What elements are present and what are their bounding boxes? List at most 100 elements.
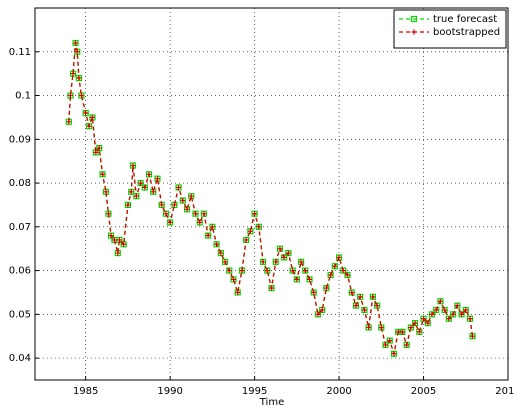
plus-marker <box>273 259 279 265</box>
plus-marker <box>366 324 372 330</box>
plus-marker <box>459 311 465 317</box>
plus-marker <box>146 171 152 177</box>
plus-marker <box>374 303 380 309</box>
plus-marker <box>93 149 99 155</box>
plus-marker <box>404 342 410 348</box>
plus-marker <box>332 263 338 269</box>
plus-marker <box>421 316 427 322</box>
legend-label: true forecast <box>433 14 497 25</box>
plus-marker <box>74 49 80 55</box>
plus-marker <box>345 272 351 278</box>
plus-marker <box>378 324 384 330</box>
plus-marker <box>78 93 84 99</box>
y-tick-label: 0.08 <box>9 178 31 189</box>
plus-marker <box>188 193 194 199</box>
plus-marker <box>239 268 245 274</box>
x-tick-label: 1985 <box>73 386 98 397</box>
plus-marker <box>67 93 73 99</box>
plus-marker <box>361 307 367 313</box>
plus-marker <box>218 250 224 256</box>
plus-marker <box>159 202 165 208</box>
plus-marker <box>285 250 291 256</box>
plus-marker <box>142 184 148 190</box>
plus-marker <box>454 303 460 309</box>
plus-marker <box>125 202 131 208</box>
plus-marker <box>243 237 249 243</box>
plus-marker <box>349 289 355 295</box>
plus-marker <box>230 276 236 282</box>
y-tick-label: 0.1 <box>15 91 31 102</box>
y-tick-label: 0.07 <box>9 222 31 233</box>
x-tick-label: 1990 <box>157 386 182 397</box>
plus-marker <box>108 233 114 239</box>
plus-marker <box>298 259 304 265</box>
x-tick-label: 2000 <box>326 386 351 397</box>
x-axis-label: Time <box>259 397 284 408</box>
plus-marker <box>130 163 136 169</box>
plus-marker <box>247 228 253 234</box>
plus-marker <box>307 276 313 282</box>
plus-marker <box>446 316 452 322</box>
legend-marker <box>410 15 418 23</box>
plus-marker <box>408 324 414 330</box>
plus-marker <box>252 211 258 217</box>
plot-area <box>35 8 508 380</box>
plus-marker <box>214 241 220 247</box>
plus-marker <box>290 268 296 274</box>
x-tick-label: 1995 <box>242 386 267 397</box>
plus-marker <box>425 320 431 326</box>
plus-marker <box>391 351 397 357</box>
plus-marker <box>311 289 317 295</box>
plus-marker <box>73 40 79 46</box>
plus-marker <box>433 307 439 313</box>
x-tick-label: 2005 <box>411 386 436 397</box>
plus-marker <box>226 268 232 274</box>
plus-marker <box>281 254 287 260</box>
plus-marker <box>209 224 215 230</box>
plus-marker <box>96 145 102 151</box>
plus-marker <box>383 342 389 348</box>
plus-marker <box>154 176 160 182</box>
plus-marker <box>176 184 182 190</box>
plus-marker <box>89 114 95 120</box>
plus-marker <box>111 237 117 243</box>
plus-marker <box>86 123 92 129</box>
plus-marker <box>442 307 448 313</box>
plus-marker <box>235 289 241 295</box>
plus-marker <box>128 189 134 195</box>
plus-marker <box>76 75 82 81</box>
x-tick-label: 2010 <box>495 386 514 397</box>
legend-label: bootstrapped <box>433 27 500 38</box>
plus-marker <box>264 268 270 274</box>
plus-marker <box>470 333 476 339</box>
plus-marker <box>463 307 469 313</box>
y-tick-label: 0.11 <box>9 47 31 58</box>
plus-marker <box>412 320 418 326</box>
plus-marker <box>302 268 308 274</box>
plus-marker <box>192 211 198 217</box>
plus-marker <box>100 171 106 177</box>
plus-marker <box>323 285 329 291</box>
plus-marker <box>150 189 156 195</box>
plus-marker <box>357 294 363 300</box>
plus-marker <box>353 303 359 309</box>
y-tick-label: 0.06 <box>9 266 31 277</box>
plus-marker <box>340 268 346 274</box>
plus-marker <box>370 294 376 300</box>
plus-marker <box>201 211 207 217</box>
plus-marker <box>105 211 111 217</box>
plus-marker <box>133 193 139 199</box>
plus-marker <box>450 311 456 317</box>
plus-marker <box>429 311 435 317</box>
plus-marker <box>163 211 169 217</box>
plus-marker <box>180 198 186 204</box>
plus-marker <box>328 272 334 278</box>
plus-marker <box>66 119 72 125</box>
plus-marker <box>387 338 393 344</box>
plus-marker <box>416 329 422 335</box>
plus-marker <box>395 329 401 335</box>
plus-marker <box>138 180 144 186</box>
y-tick-label: 0.04 <box>9 353 31 364</box>
plus-marker <box>319 307 325 313</box>
